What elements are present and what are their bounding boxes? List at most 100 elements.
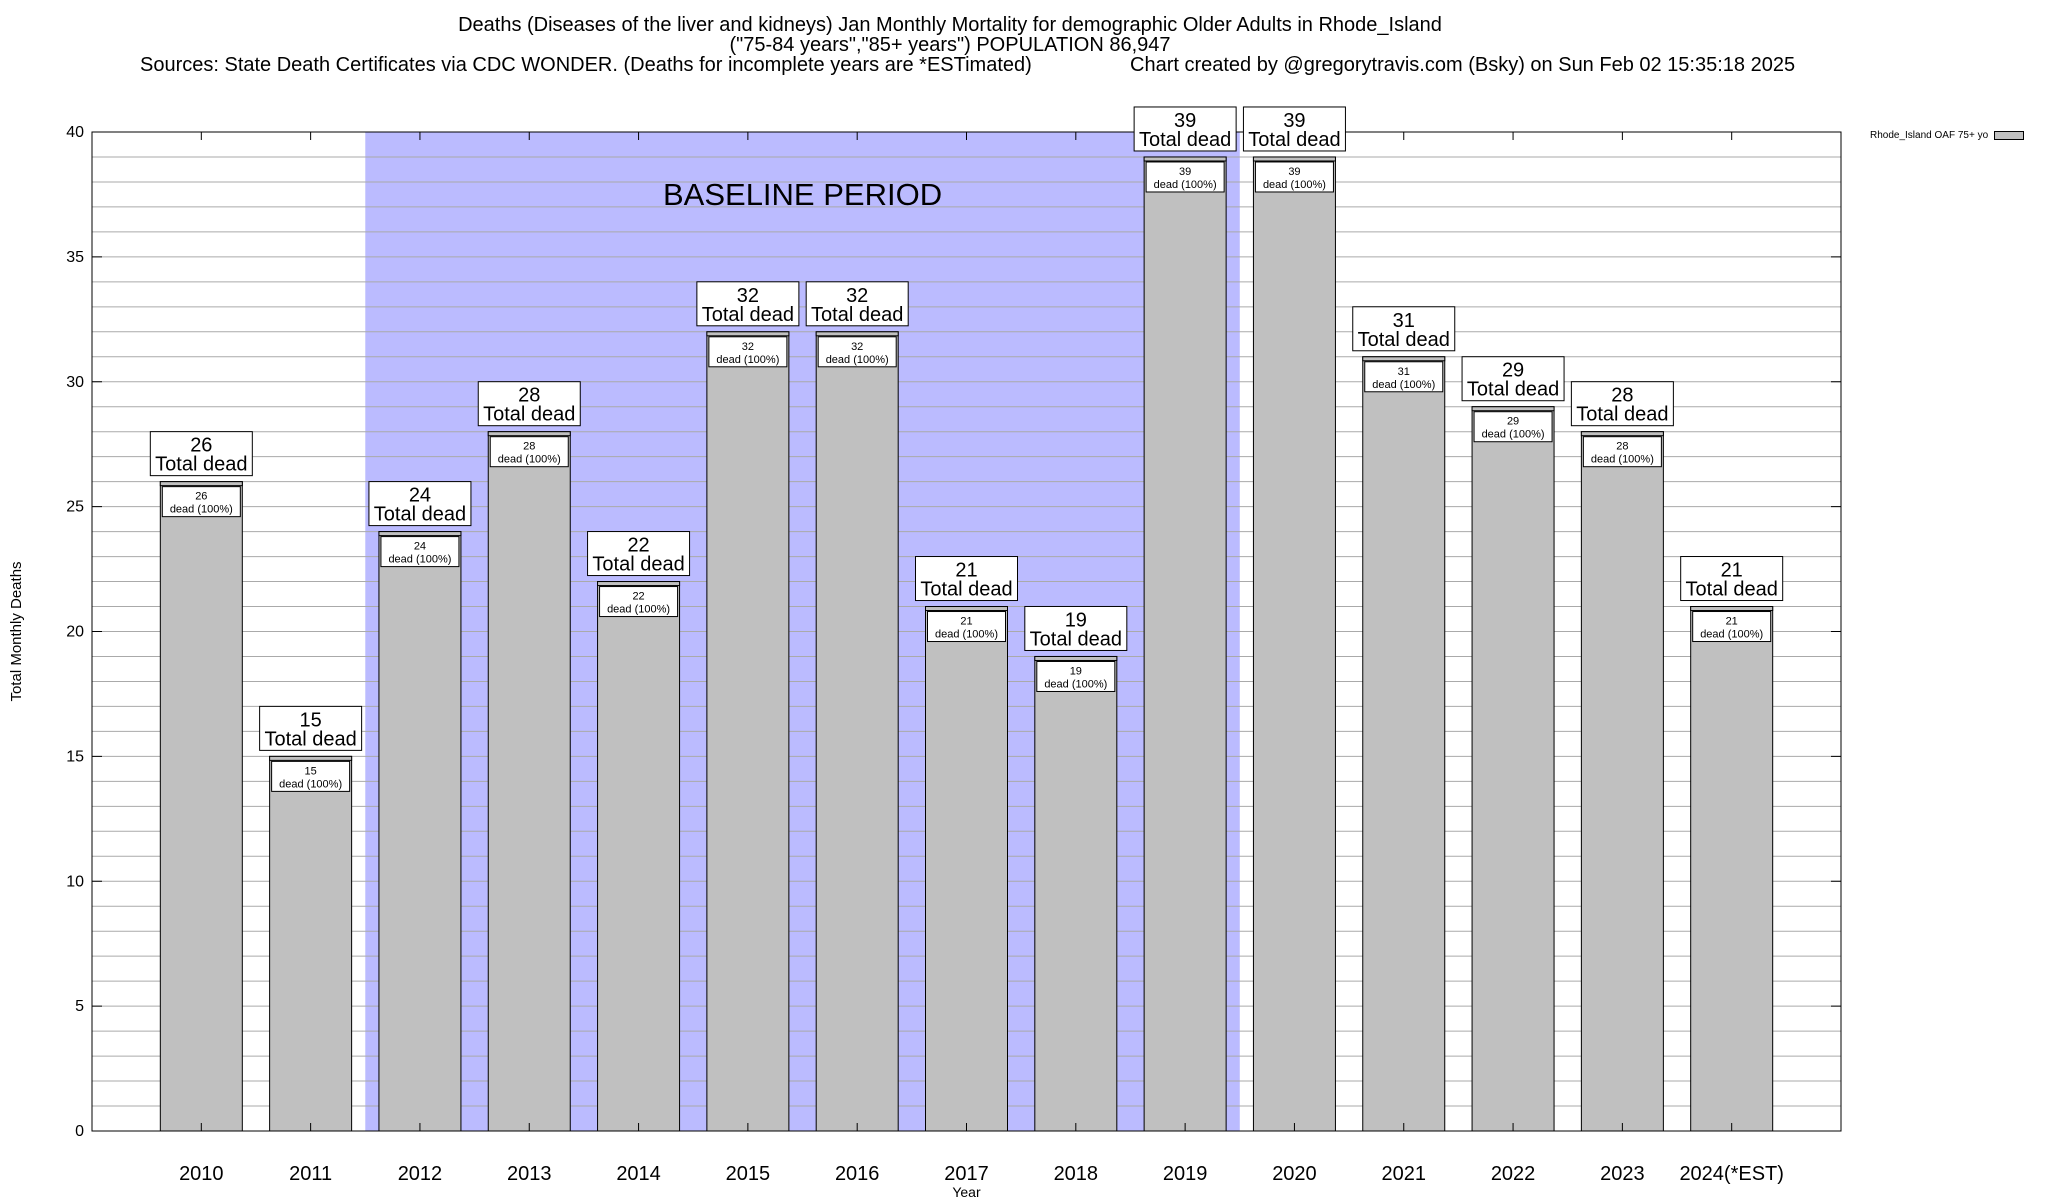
bar-total-dead-label: Total dead: [920, 579, 1012, 601]
bar-inner-label: dead (100%): [279, 778, 342, 790]
bar-inner-label: dead (100%): [607, 604, 670, 616]
bar-inner-value: 39: [1179, 166, 1191, 178]
x-tick-label: 2024(*EST): [1679, 1163, 1784, 1185]
bar-2019: [1143, 156, 1227, 1132]
bar-2013: [487, 431, 571, 1132]
bar-inner-label-box: [1145, 161, 1225, 193]
y-tick-label: 15: [66, 748, 84, 765]
chart-title-line-2: ("75-84 years","85+ years") POPULATION 8…: [729, 34, 1171, 56]
bar-value-label: 19: [1065, 609, 1087, 631]
bar-top-band: [1580, 431, 1664, 437]
bar-inner-label: dead (100%): [170, 504, 233, 516]
bar-top-band: [815, 331, 899, 337]
bar-value-label: 22: [627, 535, 649, 557]
bar-inner-value: 31: [1398, 366, 1410, 378]
x-tick-label: 2012: [398, 1163, 443, 1185]
bar-value-label: 26: [190, 435, 212, 457]
y-tick-label: 35: [66, 249, 84, 266]
bar-2018: [1034, 655, 1118, 1132]
bar-2010: [159, 481, 243, 1132]
legend-label: Rhode_Island OAF 75+ yo: [1870, 130, 1989, 141]
x-tick-label: 2017: [944, 1163, 989, 1185]
bar-2020: [1252, 156, 1336, 1132]
bar-total-dead-label: Total dead: [1358, 329, 1450, 351]
bar-inner-value: 21: [1726, 616, 1738, 628]
bar-2012: [378, 531, 462, 1132]
bar-total-dead-label: Total dead: [1467, 379, 1559, 401]
bar-total-dead-label: Total dead: [811, 304, 903, 326]
bar-inner-label-box: [1254, 161, 1334, 193]
y-tick-label: 40: [66, 124, 84, 141]
y-tick-label: 5: [75, 998, 84, 1015]
bar-top-label-box: [1133, 106, 1237, 152]
bar-inner-label: dead (100%): [1372, 379, 1435, 391]
bar-inner-label-box: [927, 611, 1006, 643]
bar-inner-label: dead (100%): [1263, 179, 1326, 191]
bar-inner-value: 22: [632, 591, 644, 603]
bar-inner-label-box: [1582, 436, 1662, 468]
bar-total-dead-label: Total dead: [155, 454, 247, 476]
x-tick-label: 2010: [179, 1163, 224, 1185]
bar-2022: [1471, 406, 1555, 1132]
x-tick-label: 2014: [616, 1163, 661, 1185]
baseline-label: BASELINE PERIOD: [663, 177, 942, 212]
bar-top-label-box: [1352, 306, 1456, 352]
bar-value-label: 28: [1611, 385, 1633, 407]
bar-total-dead-label: Total dead: [702, 304, 794, 326]
bar-inner-label: dead (100%): [1044, 678, 1107, 690]
bar-inner-value: 28: [523, 441, 535, 453]
bar-value-label: 32: [737, 285, 759, 307]
bar-inner-label-box: [599, 586, 679, 618]
bar-inner-label-box: [1036, 660, 1116, 692]
bar-inner-label: dead (100%): [826, 354, 889, 366]
x-tick-label: 2019: [1163, 1163, 1208, 1185]
bar-top-band: [1690, 606, 1774, 612]
y-tick-label: 0: [75, 1123, 84, 1140]
bar-inner-label-box: [1473, 411, 1553, 443]
y-tick-label: 25: [66, 499, 84, 516]
bar-2024(*EST): [1690, 606, 1774, 1132]
bar-2021: [1362, 356, 1446, 1132]
bar-inner-label-box: [1364, 361, 1444, 393]
bar-top-band: [1362, 356, 1446, 362]
bar-inner-value: 32: [851, 341, 863, 353]
bar-inner-label: dead (100%): [716, 354, 779, 366]
bar-inner-label-box: [161, 486, 241, 518]
chart-title-line-1: Deaths (Diseases of the liver and kidney…: [458, 14, 1442, 36]
bar-top-label-box: [1242, 106, 1346, 152]
bar-inner-label: dead (100%): [498, 454, 561, 466]
bar-inner-label: dead (100%): [1591, 454, 1654, 466]
y-tick-label: 10: [66, 873, 84, 890]
bar-top-band: [706, 331, 790, 337]
bar-top-label-box: [696, 281, 800, 327]
bar-top-band: [269, 755, 353, 761]
x-axis-title: Year: [952, 1184, 981, 1200]
bar-inner-label-box: [489, 436, 569, 468]
bar-inner-value: 26: [195, 491, 207, 503]
bar-top-band: [1252, 156, 1336, 162]
bar-inner-value: 28: [1616, 441, 1628, 453]
bar-total-dead-label: Total dead: [483, 404, 575, 426]
y-tick-label: 20: [66, 624, 84, 641]
bar-top-label-box: [1461, 356, 1565, 402]
bar-inner-label: dead (100%): [388, 554, 451, 566]
bar-inner-value: 32: [742, 341, 754, 353]
bar-top-label-box: [915, 556, 1018, 602]
bar-top-label-box: [368, 481, 472, 527]
bar-total-dead-label: Total dead: [374, 504, 466, 526]
bar-top-band: [1034, 655, 1118, 661]
bar-top-band: [925, 606, 1008, 612]
bar-total-dead-label: Total dead: [1139, 129, 1231, 151]
bar-inner-label: dead (100%): [1482, 429, 1545, 441]
bar-value-label: 21: [955, 560, 977, 582]
bar-value-label: 24: [409, 485, 431, 507]
y-axis-title: Total Monthly Deaths: [8, 561, 25, 701]
bar-2023: [1580, 431, 1664, 1132]
bar-inner-label-box: [1692, 611, 1772, 643]
bar-value-label: 15: [300, 709, 322, 731]
bar-top-band: [1143, 156, 1227, 162]
bar-total-dead-label: Total dead: [1576, 404, 1668, 426]
bar-top-band: [487, 431, 571, 437]
x-tick-label: 2021: [1382, 1163, 1427, 1185]
